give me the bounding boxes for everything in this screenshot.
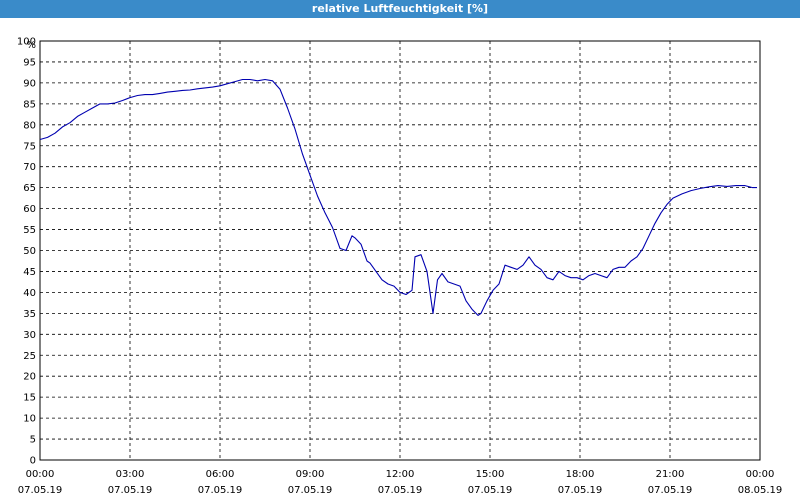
- y-tick-label: 20: [23, 372, 36, 383]
- humidity-series-line: [39, 78, 757, 316]
- y-tick-label: 95: [23, 57, 36, 68]
- y-tick-label: 5: [30, 435, 36, 446]
- x-tick-time: 18:00: [566, 469, 595, 480]
- x-tick-date: 07.05.19: [108, 485, 153, 496]
- grid-lines: [40, 41, 760, 460]
- x-tick-date: 07.05.19: [558, 485, 603, 496]
- y-axis-label: %: [26, 40, 36, 51]
- y-tick-label: 25: [23, 351, 36, 362]
- window-title: relative Luftfeuchtigkeit [%]: [0, 0, 800, 18]
- y-tick-label: 75: [23, 141, 36, 152]
- y-tick-label: 50: [23, 246, 36, 257]
- x-tick-time: 00:00: [746, 469, 775, 480]
- x-tick-time: 21:00: [656, 469, 685, 480]
- x-tick-time: 06:00: [206, 469, 235, 480]
- y-tick-label: 30: [23, 330, 36, 341]
- y-tick-label: 65: [23, 183, 36, 194]
- x-tick-date: 07.05.19: [18, 485, 63, 496]
- x-tick-date: 07.05.19: [198, 485, 243, 496]
- x-tick-date: 07.05.19: [288, 485, 333, 496]
- x-tick-time: 15:00: [476, 469, 505, 480]
- x-tick-time: 12:00: [386, 469, 415, 480]
- x-axis-ticks: 00:00 07.05.19 03:00 07.05.19 06:00 07.05.19 0…: [18, 469, 783, 496]
- x-tick-time: 09:00: [296, 469, 325, 480]
- y-tick-label: 85: [23, 99, 36, 110]
- y-tick-label: 60: [23, 204, 36, 215]
- x-tick-date: 07.05.19: [648, 485, 693, 496]
- y-tick-label: 40: [23, 288, 36, 299]
- y-tick-label: 15: [23, 393, 36, 404]
- x-tick-time: 03:00: [116, 469, 145, 480]
- y-tick-label: 80: [23, 120, 36, 131]
- y-tick-label: 10: [23, 414, 36, 425]
- x-tick-date: 07.05.19: [468, 485, 513, 496]
- y-tick-label: 100: [17, 37, 36, 48]
- y-tick-label: 90: [23, 78, 36, 89]
- x-tick-date: 08.05.19: [738, 485, 783, 496]
- y-tick-label: 35: [23, 309, 36, 320]
- x-tick-time: 00:00: [26, 469, 55, 480]
- y-tick-label: 0: [30, 456, 36, 467]
- x-tick-date: 07.05.19: [378, 485, 423, 496]
- y-tick-label: 70: [23, 162, 36, 173]
- y-tick-label: 45: [23, 267, 36, 278]
- y-axis-ticks: 0 5 10 15 20 25 30 35 40 45 50 55 60 65 70 75 80 85 90 95 10…: [17, 37, 36, 467]
- y-tick-label: 55: [23, 225, 36, 236]
